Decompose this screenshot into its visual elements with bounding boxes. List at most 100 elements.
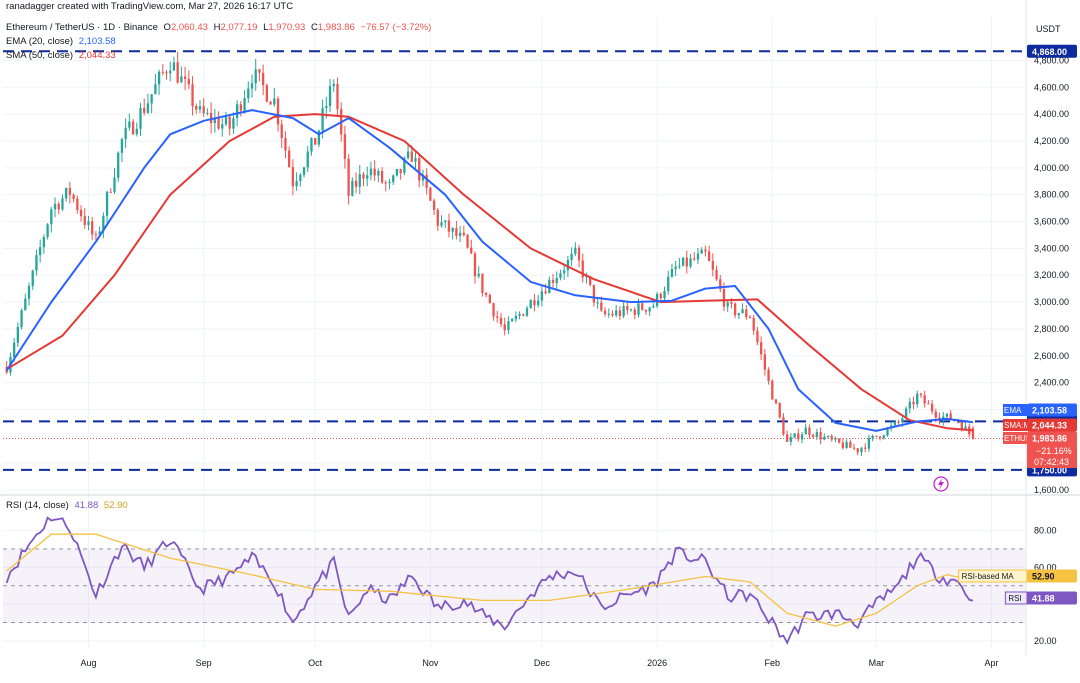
series-name-text: SMA:MA [1004,421,1036,430]
candle-down [923,395,926,404]
price-tick-label: 3,200.00 [1034,270,1069,280]
candle-down [492,303,495,317]
candle-down [730,302,733,304]
candle-up [444,220,447,223]
candle-down [875,435,878,437]
candle-up [570,253,573,260]
candle-down [187,78,190,85]
candle-up [87,221,90,225]
candle-up [395,168,399,176]
time-axis: Aug Sep Oct Nov Dec 2026 Feb Mar Apr [80,658,998,668]
candle-up [117,152,120,178]
ohlc-low: 1,970.93 [268,22,306,33]
candle-down [261,72,265,86]
candle-up [414,158,417,162]
time-tick-label: Dec [534,658,551,668]
candle-down [466,235,469,248]
rsi-legend[interactable]: RSI (14, close) 41.88 52.90 [6,500,128,511]
candle-down [577,247,581,261]
level-badge: 4,868.00 [1027,44,1077,58]
candle-down [522,314,525,316]
candle-down [581,260,584,278]
candle-up [250,83,254,89]
candle-down [786,434,789,442]
candle-down [759,342,763,355]
candle-down [265,85,269,102]
candle-up [421,174,425,181]
candle-down [258,69,261,73]
candle-up [317,130,321,145]
candle-up [358,174,361,187]
candle-down [462,232,465,236]
candle-up [50,209,53,225]
candle-up [221,124,224,129]
candle-down [503,324,506,331]
candle-down [864,447,867,449]
candle-down [878,436,882,438]
candle-up [53,203,57,210]
candle-down [57,203,60,210]
price-tick-label: 2,800.00 [1034,324,1069,334]
candle-down [109,191,112,193]
candle-down [927,403,930,405]
level-badge-bg [1027,44,1077,58]
candle-up [741,309,744,314]
rsi-value-badge-text: 41.88 [1032,594,1055,604]
series-name-tag [1003,419,1027,431]
candle-up [458,232,462,236]
candle-down [841,442,845,449]
candle-down [745,309,748,318]
candle-down [455,227,458,236]
series-value-badge-text: 1,983.86 [1032,434,1067,444]
candle-up [302,167,306,175]
candle-up [169,70,172,74]
ema-legend[interactable]: EMA (20, close) 2,103.58 [6,36,116,47]
candle-up [120,139,124,153]
rsi-line [5,516,974,645]
candle-down [76,198,79,210]
candle-down [722,288,726,307]
series-value-badge: 2,103.58 [1027,403,1077,417]
candle-up [908,401,911,409]
candle-down [748,317,752,319]
candle-down [633,309,636,315]
bar-countdown: 07:42:43 [1034,457,1069,467]
candle-up [804,427,807,435]
candle-up [826,436,830,438]
rsi-label: RSI (14, close) [6,500,69,511]
candle-down [767,369,770,381]
candle-up [366,175,369,179]
sma-legend[interactable]: SMA (50, close) 2,044.33 [6,50,116,61]
candle-up [451,227,454,232]
rsi-value-badge: 41.88 [1027,591,1077,605]
candle-down [544,291,547,294]
candle-down [897,421,900,423]
candle-down [336,83,339,110]
candle-down [399,168,402,174]
candle-up [663,291,666,299]
lightning-icon-ring [933,476,949,492]
candle-up [128,121,131,128]
candle-down [715,269,718,280]
candle-down [429,187,432,201]
candle-down [418,158,421,181]
candle-down [161,71,164,73]
candle-down [711,261,714,270]
time-tick-label: Aug [80,658,96,668]
ema20-line [5,109,974,432]
series-value-badge-text: 2,044.33 [1032,421,1067,431]
time-tick-label: Apr [985,658,999,668]
candle-down [782,417,785,435]
candle-up [518,314,521,316]
candle-down [912,401,915,405]
moving-averages [5,109,974,432]
level-badge-text: 1,750.00 [1032,465,1067,475]
time-tick-label: Feb [765,658,781,668]
candle-down [288,150,291,168]
candle-down [217,118,220,129]
candle-down [704,249,707,252]
candle-down [830,436,833,440]
price-tick-label: 1,600.00 [1034,485,1069,495]
candle-down [797,433,800,440]
candle-down [919,393,923,396]
